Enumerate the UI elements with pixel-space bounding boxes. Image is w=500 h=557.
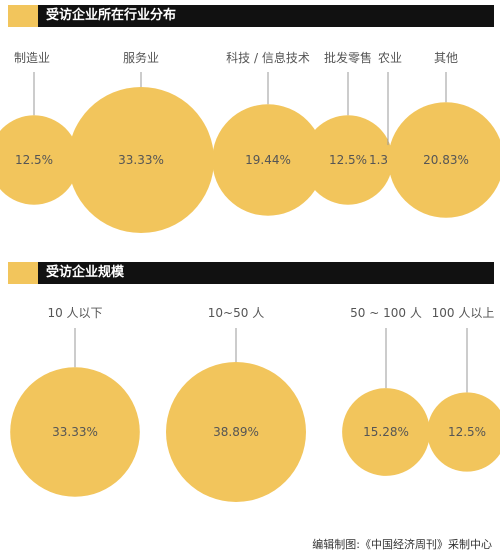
bubble [427, 392, 500, 472]
value-label: 20.83% [423, 153, 469, 167]
category-label: 批发零售 [324, 50, 372, 65]
section-title-size: 受访企业规模 [46, 265, 125, 280]
bubble [10, 367, 140, 497]
section-title-industry: 受访企业所在行业分布 [46, 8, 177, 23]
section-header-size: 受访企业规模 [8, 262, 494, 284]
section-header-industry: 受访企业所在行业分布 [8, 5, 494, 27]
section-accent [8, 5, 38, 27]
value-label: 12.5% [329, 153, 367, 167]
category-label: 制造业 [14, 51, 50, 65]
section-accent [8, 262, 38, 284]
value-label: 12.5% [15, 153, 53, 167]
bubble [68, 87, 214, 233]
category-label: 科技 / 信息技术 [226, 50, 310, 65]
category-label: 10~50 人 [208, 306, 264, 320]
category-label: 其他 [434, 51, 458, 65]
category-label: 服务业 [123, 50, 159, 65]
value-label: 19.44% [245, 153, 291, 167]
category-label: 100 人以上 [432, 306, 495, 320]
bubble [342, 388, 430, 476]
credit-line: 编辑制图:《中国经济周刊》采制中心 [312, 538, 492, 551]
value-label: 15.28% [363, 425, 409, 439]
bubble [212, 104, 324, 216]
category-label: 10 人以下 [47, 306, 102, 320]
category-label: 农业 [378, 51, 402, 65]
category-label: 50 ~ 100 人 [350, 306, 422, 320]
bubble [388, 102, 500, 218]
bubble [166, 362, 306, 502]
bubble [303, 115, 393, 205]
value-label: 12.5% [448, 425, 486, 439]
value-label: 33.33% [52, 425, 98, 439]
bubble [0, 115, 79, 205]
value-label: 33.33% [118, 153, 164, 167]
value-label: 38.89% [213, 425, 259, 439]
